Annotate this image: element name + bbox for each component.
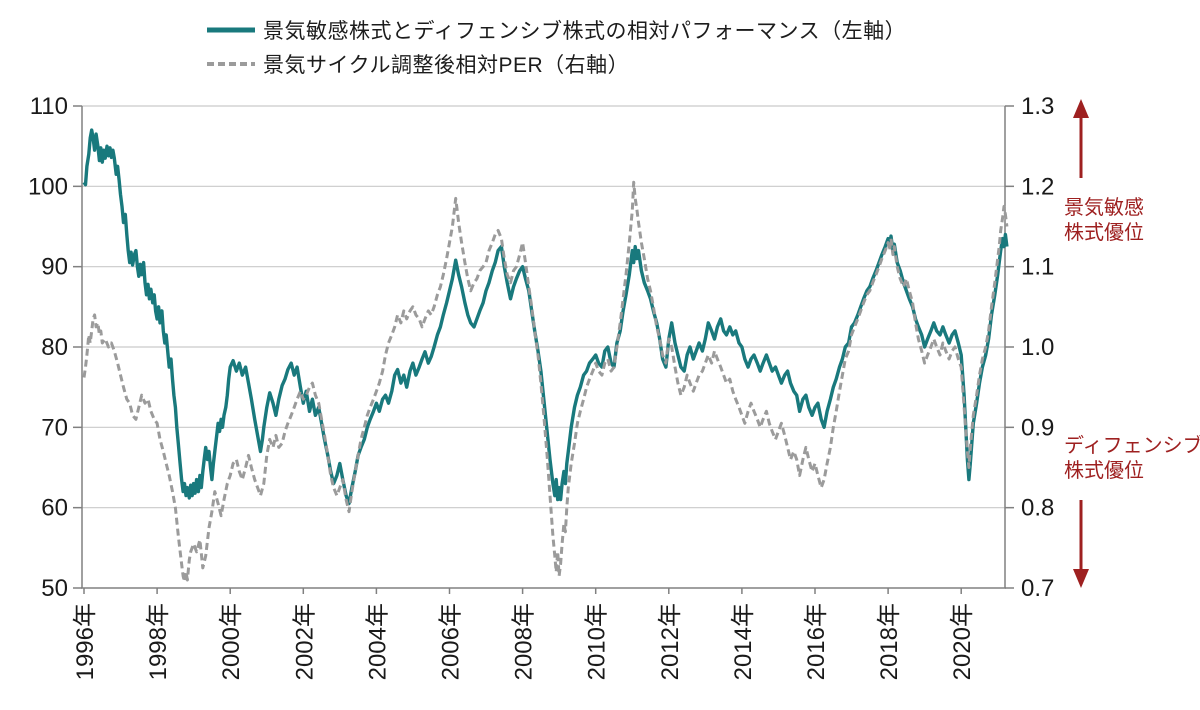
- x-axis-tick-label: 2000年: [218, 603, 245, 680]
- x-axis-tick-label: 2002年: [291, 603, 318, 680]
- y-axis-tick-label: 90: [41, 254, 68, 281]
- right-axis-tick-label: 1.3: [1021, 93, 1054, 120]
- right-axis-tick-label: 1.0: [1021, 334, 1054, 361]
- x-axis-tick-label: 1998年: [145, 603, 172, 680]
- x-axis-tick-label: 2018年: [876, 603, 903, 680]
- annotation-defensive-line1: ディフェンシブ: [1064, 435, 1200, 457]
- y-axis-tick-label: 70: [41, 414, 68, 441]
- y-axis-tick-label: 100: [28, 173, 68, 200]
- series-line-per: [82, 180, 1009, 584]
- right-axis-tick-label: 0.8: [1021, 495, 1054, 522]
- y-axis-tick-label: 50: [41, 575, 68, 602]
- legend-item-relative-per: 景気サイクル調整後相対PER（右軸）: [207, 50, 906, 78]
- y-axis-tick-label: 60: [41, 495, 68, 522]
- legend-item-relative-performance: 景気敏感株式とディフェンシブ株式の相対パフォーマンス（左軸）: [207, 16, 906, 44]
- solid-line-swatch-icon: [207, 27, 255, 33]
- x-axis-tick-label: 2014年: [730, 603, 757, 680]
- x-axis-tick-label: 2004年: [364, 603, 391, 680]
- x-axis-tick-label: 2016年: [803, 603, 830, 680]
- legend-label-relative-per: 景気サイクル調整後相対PER（右軸）: [263, 54, 630, 77]
- down-arrow-head-icon: [1073, 569, 1089, 588]
- x-axis-tick-label: 2008年: [511, 603, 538, 680]
- right-axis-tick-label: 1.2: [1021, 173, 1054, 200]
- up-arrow-head-icon: [1073, 99, 1089, 118]
- x-axis-tick-label: 1996年: [72, 603, 99, 680]
- series-line-cyclical: [82, 128, 1009, 506]
- right-axis-tick-label: 1.1: [1021, 254, 1054, 281]
- y-axis-tick-label: 110: [30, 93, 68, 120]
- right-axis-tick-label: 0.9: [1021, 414, 1054, 441]
- x-axis-tick-label: 2010年: [584, 603, 611, 680]
- legend: 景気敏感株式とディフェンシブ株式の相対パフォーマンス（左軸） 景気サイクル調整後…: [207, 16, 906, 84]
- dashed-line-swatch-icon: [207, 62, 255, 66]
- x-axis-tick-label: 2012年: [657, 603, 684, 680]
- x-axis-tick-label: 2006年: [438, 603, 465, 680]
- y-axis-tick-label: 80: [41, 334, 68, 361]
- annotation-defensive-line2: 株式優位: [1064, 460, 1144, 482]
- right-axis-tick-label: 0.7: [1021, 575, 1054, 602]
- annotation-cyclical-advantage: 景気敏感 株式優位: [1064, 196, 1200, 246]
- legend-label-relative-performance: 景気敏感株式とディフェンシブ株式の相対パフォーマンス（左軸）: [263, 20, 907, 43]
- annotation-defensive-advantage: ディフェンシブ 株式優位: [1064, 434, 1200, 484]
- annotation-cyclical-line1: 景気敏感: [1064, 197, 1144, 219]
- annotation-cyclical-line2: 株式優位: [1064, 222, 1144, 244]
- x-axis-tick-label: 2020年: [949, 603, 976, 680]
